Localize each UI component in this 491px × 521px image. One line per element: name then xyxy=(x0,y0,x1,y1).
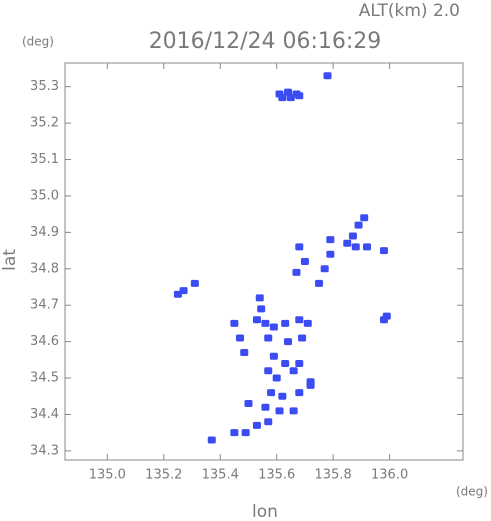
echo-cell xyxy=(257,305,266,313)
echo-cell xyxy=(278,94,287,102)
echo-cell xyxy=(283,338,292,346)
y-tick-label: 35.1 xyxy=(30,152,59,167)
echo-cell xyxy=(190,279,199,287)
echo-cell xyxy=(300,258,309,265)
y-tick-label: 34.3 xyxy=(30,443,59,458)
echo-cell xyxy=(264,334,273,342)
y-tick-label: 35.0 xyxy=(30,188,59,203)
echo-cell xyxy=(283,88,292,96)
echo-cell xyxy=(315,279,324,287)
plot-frame xyxy=(64,62,464,461)
echo-cell xyxy=(289,407,298,415)
echo-cell xyxy=(252,421,261,429)
y-tick-label: 34.9 xyxy=(30,225,59,240)
echo-cell xyxy=(261,403,270,411)
y-tick-label: 34.7 xyxy=(30,298,59,313)
echo-cell xyxy=(326,250,335,258)
x-axis-label: lon xyxy=(252,502,278,521)
echo-cell xyxy=(264,367,273,375)
echo-cell xyxy=(292,268,301,276)
x-tick-label: 135.8 xyxy=(315,468,352,483)
echo-cell xyxy=(351,243,360,251)
echo-cell xyxy=(275,407,284,415)
echo-cell xyxy=(295,389,304,397)
echo-cell xyxy=(295,92,304,100)
echo-cell xyxy=(230,429,239,437)
y-tick-label: 35.3 xyxy=(30,79,59,94)
echo-cell xyxy=(261,319,270,327)
y-tick-label: 34.8 xyxy=(30,261,59,276)
echo-cell xyxy=(269,352,278,360)
echo-cell xyxy=(281,319,290,327)
echo-cell xyxy=(255,294,264,302)
y-tick-label: 34.5 xyxy=(30,371,59,386)
echo-cell xyxy=(323,72,332,80)
x-tick-label: 136.0 xyxy=(371,468,408,483)
echo-cell xyxy=(281,359,290,367)
x-tick-label: 135.0 xyxy=(89,468,126,483)
echo-cell xyxy=(360,214,369,222)
echo-cell xyxy=(303,319,312,327)
y-tick-label: 35.2 xyxy=(30,116,59,131)
echo-cell xyxy=(240,349,249,357)
echo-cell xyxy=(286,94,295,102)
y-tick-label: 34.6 xyxy=(30,334,59,349)
echo-cell xyxy=(269,323,278,331)
echo-cell xyxy=(252,316,261,324)
echo-cell xyxy=(298,334,307,342)
echo-cell xyxy=(264,418,273,426)
y-tick-label: 34.4 xyxy=(30,407,59,422)
echo-cell xyxy=(289,367,298,375)
x-tick-label: 135.6 xyxy=(258,468,295,483)
echo-cell xyxy=(267,389,276,397)
x-unit: (deg) xyxy=(456,485,488,499)
y-unit: (deg) xyxy=(22,35,54,49)
echo-cell xyxy=(244,400,253,408)
y-axis-label: lat xyxy=(0,249,20,271)
echo-cell xyxy=(272,374,281,382)
echo-cell xyxy=(295,243,304,251)
echo-cell xyxy=(173,290,182,298)
echo-cell xyxy=(343,239,352,247)
chart-title: 2016/12/24 06:16:29 xyxy=(149,29,382,54)
echo-cell xyxy=(295,316,304,324)
echo-cell xyxy=(236,334,245,342)
echo-cell xyxy=(230,319,239,327)
echo-cell xyxy=(278,392,287,400)
echo-cell xyxy=(207,436,216,444)
echo-cell xyxy=(306,381,315,389)
echo-cell xyxy=(320,265,329,273)
x-tick-label: 135.4 xyxy=(202,468,239,483)
echo-cell xyxy=(326,236,335,244)
echo-cell xyxy=(363,243,372,251)
echo-cell xyxy=(354,221,363,229)
echo-cell xyxy=(295,359,304,367)
echo-cell xyxy=(241,429,250,437)
altitude-label: ALT(km) 2.0 xyxy=(359,1,460,21)
x-tick-label: 135.2 xyxy=(145,468,182,483)
echo-cell xyxy=(379,247,388,255)
echo-cell xyxy=(382,312,391,320)
echo-cell xyxy=(348,232,357,240)
